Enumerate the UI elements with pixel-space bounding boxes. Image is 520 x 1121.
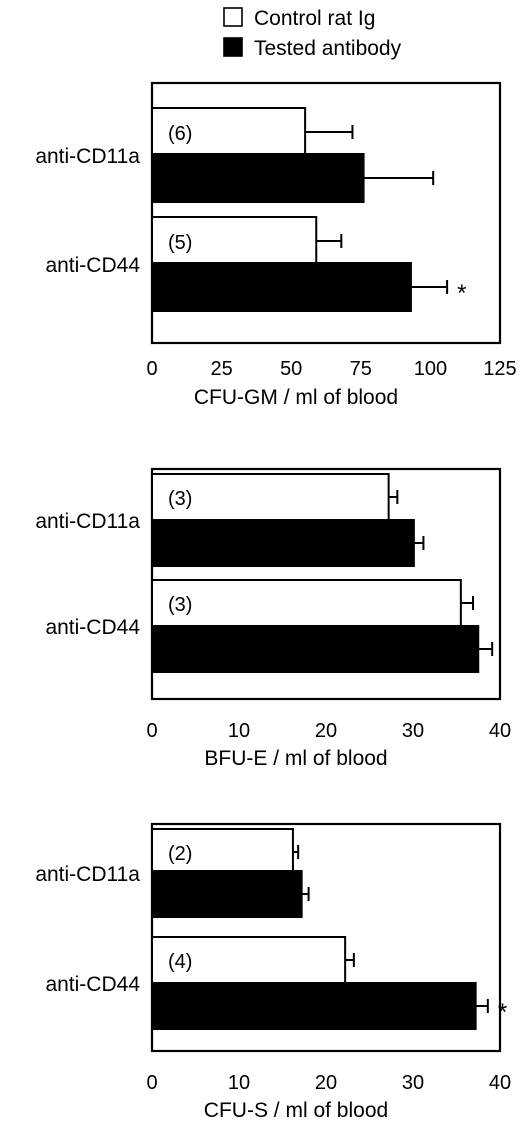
bar-tested-2 (151, 982, 477, 1030)
x-tick-label: 10 (228, 1072, 250, 1094)
x-axis-label: BFU-E / ml of blood (204, 747, 387, 770)
x-axis-label: CFU-GM / ml of blood (194, 386, 398, 409)
x-tick-label: 20 (315, 720, 337, 742)
category-label: anti-CD44 (45, 973, 140, 996)
x-tick-label: 0 (146, 1072, 157, 1094)
category-label: anti-CD44 (45, 254, 140, 277)
chart-panel-3: (2) anti-CD11a (4) anti-CD44 * 0 10 20 30 40 CFU-S… (35, 822, 511, 1121)
bar-control-2 (151, 579, 462, 627)
x-tick-label: 25 (210, 358, 232, 380)
x-tick-label: 30 (402, 1072, 424, 1094)
plot-frame (150, 81, 502, 345)
chart-panel-2: (3) anti-CD11a (3) anti-CD44 0 10 20 30 40 BFU-E … (35, 467, 511, 770)
x-tick-label: 100 (414, 358, 447, 380)
group-n-label: (2) (168, 843, 192, 865)
group-n-label: (3) (168, 594, 192, 616)
significance-marker: * (498, 999, 507, 1026)
x-tick-label: 0 (146, 720, 157, 742)
category-label: anti-CD11a (35, 863, 140, 886)
significance-marker: * (457, 280, 466, 307)
bar-tested-2 (151, 625, 480, 673)
bar-tested-1 (151, 153, 365, 203)
category-label: anti-CD11a (35, 145, 140, 168)
bar-tested-2 (151, 262, 412, 312)
bar-tested-1 (151, 519, 415, 567)
x-tick-label: 0 (146, 358, 157, 380)
group-n-label: (6) (168, 123, 192, 145)
x-tick-label: 30 (402, 720, 424, 742)
category-label: anti-CD11a (35, 510, 140, 533)
chart-panel-1: (6) anti-CD11a (5) anti-CD44 * 0 25 50 75 100 125 C… (35, 81, 517, 409)
bar-tested-1 (151, 870, 303, 918)
legend: Control rat Ig Tested antibody (223, 7, 402, 60)
category-label: anti-CD44 (45, 616, 140, 639)
legend-label-1: Tested antibody (254, 37, 402, 60)
legend-swatch-1 (223, 37, 243, 57)
x-tick-label: 10 (228, 720, 250, 742)
x-tick-label: 40 (489, 720, 511, 742)
x-tick-label: 20 (315, 1072, 337, 1094)
group-n-label: (4) (168, 951, 192, 973)
legend-swatch-0 (223, 7, 243, 27)
x-tick-label: 75 (350, 358, 372, 380)
x-tick-label: 125 (483, 358, 516, 380)
group-n-label: (3) (168, 488, 192, 510)
x-tick-label: 50 (280, 358, 302, 380)
group-n-label: (5) (168, 232, 192, 254)
x-axis-label: CFU-S / ml of blood (204, 1099, 388, 1121)
legend-label-0: Control rat Ig (254, 7, 375, 30)
x-tick-label: 40 (489, 1072, 511, 1094)
chart-panels: (6)anti-CD11a(5)anti-CD44*0 25 50 75 100 125C… (35, 81, 517, 1121)
